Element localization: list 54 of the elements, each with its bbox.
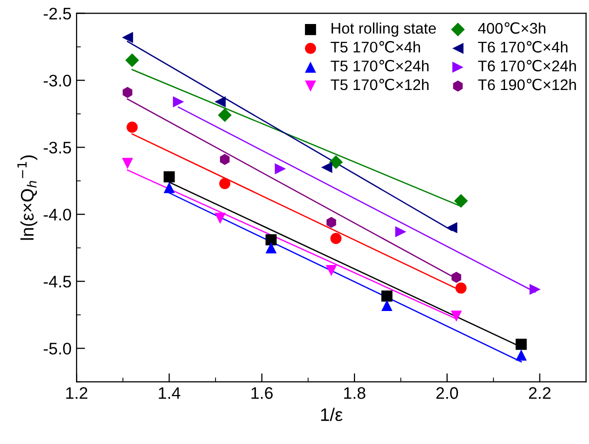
- point: [329, 155, 343, 169]
- legend-label: T5 170℃×24h: [330, 60, 429, 72]
- x-tick-label: 1.8: [344, 387, 366, 399]
- point: [125, 53, 140, 68]
- y-tick-label: -4.0: [44, 208, 72, 221]
- point: [381, 290, 392, 302]
- x-tick-label: 2.2: [528, 387, 550, 399]
- point: [274, 163, 286, 174]
- x-tick-label: 1.4: [158, 387, 180, 399]
- point: [455, 282, 467, 294]
- y-tick-label: -4.5: [44, 276, 72, 288]
- legend-label: T6 170℃×24h: [478, 60, 576, 72]
- point: [172, 96, 184, 108]
- point: [164, 182, 175, 194]
- point: [219, 178, 230, 190]
- point: [452, 272, 462, 283]
- point: [446, 222, 458, 234]
- point: [266, 234, 277, 246]
- point: [122, 158, 134, 169]
- x-tick-label: 2.0: [436, 387, 458, 399]
- point: [326, 265, 337, 276]
- point: [122, 32, 134, 43]
- legend-label: 400℃×3h: [478, 22, 546, 34]
- legend-label: Hot rolling state: [332, 22, 436, 37]
- point: [218, 108, 232, 122]
- point: [516, 338, 527, 350]
- legend-label: T6 190℃×12h: [478, 78, 576, 90]
- point: [326, 216, 336, 228]
- point: [164, 171, 175, 182]
- point: [266, 242, 277, 254]
- point: [381, 300, 392, 312]
- point: [330, 232, 342, 244]
- point: [454, 194, 468, 208]
- point: [126, 122, 138, 133]
- point: [220, 154, 230, 165]
- point: [321, 162, 332, 173]
- point: [450, 310, 462, 322]
- y-tick-label: -2.5: [44, 8, 72, 20]
- y-tick-label: -5.0: [44, 342, 72, 355]
- point: [516, 349, 527, 361]
- x-tick-label: 1.6: [252, 387, 273, 399]
- point: [530, 284, 541, 295]
- y-tick-label: -3.5: [44, 142, 72, 154]
- point: [395, 226, 406, 238]
- legend-label: T5 170℃×12h: [330, 78, 429, 90]
- x-axis-title: 1/ε: [321, 408, 343, 422]
- point: [214, 212, 226, 224]
- point: [214, 96, 226, 108]
- legend-label: T6 170℃×4h: [478, 41, 568, 53]
- x-tick-label: 1.2: [66, 387, 88, 399]
- y-axis-title: ln(ε×Q$_{h}$$^{−1}$): [17, 155, 38, 240]
- point: [122, 86, 132, 98]
- legend-label: T5 170℃×4h: [330, 41, 420, 53]
- y-tick-label: -3.0: [44, 74, 72, 87]
